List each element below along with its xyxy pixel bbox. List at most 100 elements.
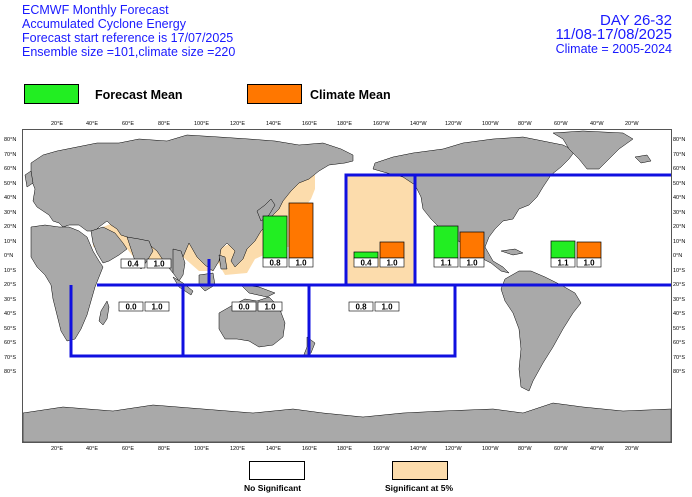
map-canvas: 0.4 1.0 0.8 1.0 0.4 1.0 1.1 1.0 1.1 1.0 0.0 1.0 0.0 1… [23,130,671,442]
lat-tick-label: 50°S [4,325,16,332]
climate-bar [576,241,602,259]
forecast-value-label: 1.1 [440,259,452,268]
climate-value-label-box [379,257,405,268]
lon-tick-label: 120°W [445,121,462,127]
climate-value-label: 1.0 [466,259,478,268]
lon-tick-label: 140°E [266,121,282,127]
lat-tick-label: 40°N [4,195,17,201]
significant-swatch [392,461,448,480]
forecast-bar [353,251,379,259]
lon-tick-label: 160°E [302,121,318,127]
lat-tick-label: 70°S [4,354,16,361]
forecast-value-label: 0.4 [127,260,139,269]
lon-tick-label: 80°W [518,446,532,452]
lat-tick-label: 30°N [4,209,17,216]
climate-bar [288,202,314,259]
climate-bar [379,241,405,259]
lat-tick-label: 40°S [673,311,685,317]
day-range: DAY 26-32 [600,12,672,29]
climate-value-label-box [288,257,314,268]
lat-tick-label: 30°N [673,209,686,216]
lat-tick-label: 10°S [673,267,685,274]
lon-tick-label: 20°W [625,121,639,127]
lat-tick-label: 80°N [673,137,686,143]
forecast-value-label-box [262,257,288,268]
lat-tick-label: 10°N [673,238,686,245]
climate-value-label: 1.0 [151,303,163,312]
forecast-value-label: 0.0 [238,303,250,312]
climate-value-label: 1.0 [386,259,398,268]
climate-value-label-box [374,301,400,312]
lat-tick-label: 30°S [4,296,16,303]
lat-tick-label: 80°S [673,369,685,375]
forecast-value-label: 0.8 [269,259,281,268]
forecast-value-label-box [231,301,257,312]
lat-tick-label: 70°N [673,151,686,158]
land-madagascar [98,300,110,326]
forecast-value-label: 0.4 [360,259,372,268]
lat-tick-label: 30°S [673,296,685,303]
lon-tick-label: 60°E [122,121,134,127]
climate-value-label-box [459,257,485,268]
lon-tick-label: 60°E [122,446,134,452]
lat-tick-label: 70°N [4,151,17,158]
lon-tick-label: 160°E [302,446,318,452]
lon-tick-label: 160°W [373,446,390,452]
forecast-bar [262,215,288,259]
land-se-asia [172,248,186,282]
lon-tick-label: 20°E [51,121,63,127]
forecast-value-label: 0.0 [125,303,137,312]
forecast-value-label-box [120,258,146,269]
lon-tick-label: 180°E [337,446,353,452]
land-new-guinea [240,284,276,298]
climate-value-label-box [146,258,172,269]
land-japan [256,198,276,222]
forecast-bar [550,240,576,259]
no-significant-swatch [249,461,305,480]
land-cuba [500,248,524,256]
forecast-start-text: Forecast start reference is 17/07/2025 [22,31,234,45]
lat-tick-label: 0°N [673,253,683,259]
lat-tick-label: 20°N [673,224,686,230]
lat-tick-label: 20°S [673,282,685,288]
world-map: 0.4 1.0 0.8 1.0 0.4 1.0 1.1 1.0 1.1 1.0 0.0 1.0 0.0 1… [22,129,672,443]
box-south [69,285,457,358]
lat-tick-label: 50°N [4,180,17,187]
land-philippines [218,254,228,270]
lat-tick-label: 60°N [4,166,17,172]
lon-tick-label: 100°E [194,121,210,127]
lon-tick-label: 100°W [482,446,499,452]
forecast-value-label: 1.1 [557,259,569,268]
forecast-value-label: 0.8 [355,303,367,312]
forecast-value-label-box [353,257,379,268]
lon-tick-label: 80°E [158,446,170,452]
lat-tick-label: 60°S [4,340,16,346]
land-eurasia [30,134,354,274]
lon-tick-label: 40°E [86,121,98,127]
climate-value-label: 1.0 [381,303,393,312]
land-iceland [634,154,652,164]
ensemble-size-text: Ensemble size =101,climate size =220 [22,45,236,59]
land-south-america [500,270,582,392]
climate-value-label: 1.0 [583,259,595,268]
climate-mean-label: Climate Mean [310,88,391,102]
land-arabia [90,226,128,264]
lon-tick-label: 100°W [482,121,499,127]
lat-tick-label: 40°S [4,311,16,317]
lat-tick-label: 10°N [4,238,17,245]
shading-central-pacific [346,175,415,285]
climate-value-label: 1.0 [153,260,165,269]
lat-tick-label: 40°N [673,195,686,201]
lat-tick-label: 50°N [673,180,686,187]
forecast-bar [433,225,459,259]
land-greenland [552,130,634,170]
lon-tick-label: 40°E [86,446,98,452]
forecast-value-label-box [433,257,459,268]
forecast-value-label-box [550,257,576,268]
region-boxes [69,173,671,358]
lon-tick-label: 180°E [337,121,353,127]
lon-tick-label: 40°W [590,446,604,452]
lat-tick-label: 60°N [673,166,686,172]
land-antarctica [23,402,671,442]
forecast-value-label-box [118,301,144,312]
